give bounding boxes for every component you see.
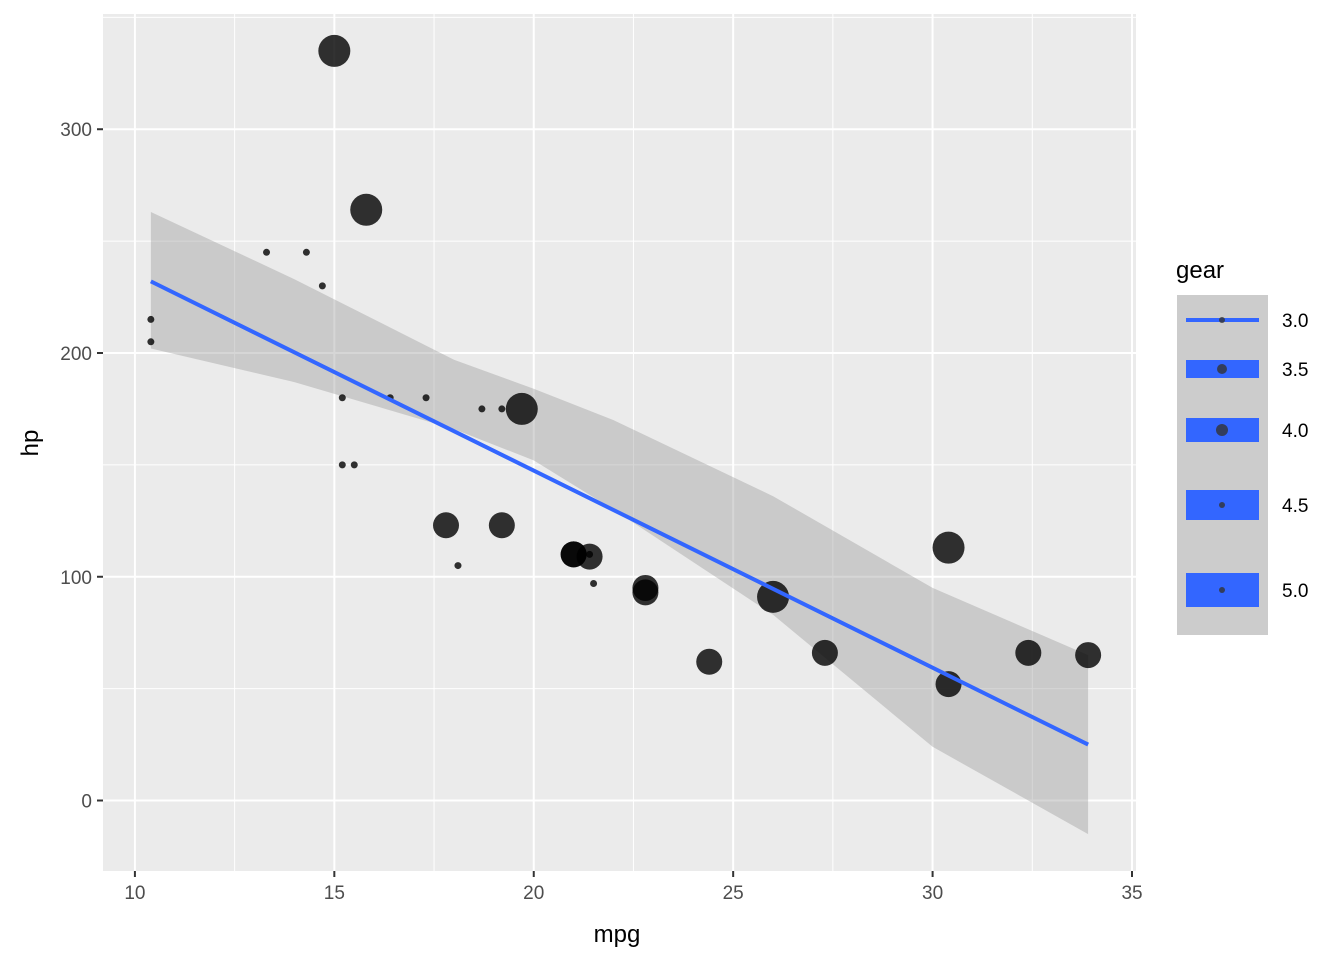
data-point (505, 392, 538, 425)
confidence-band-area (150, 212, 1089, 835)
data-point (632, 574, 659, 601)
data-point (1015, 639, 1042, 666)
x-tick-label: 25 (723, 883, 744, 904)
legend-label: 3.0 (1282, 311, 1308, 332)
legend-label: 4.5 (1282, 496, 1308, 517)
data-point (433, 512, 460, 539)
data-point (590, 579, 598, 587)
legend: gear 3.0 3.5 4.0 4.5 5.0 (1176, 257, 1308, 635)
data-point (696, 648, 723, 675)
legend-key-point (1217, 364, 1227, 374)
y-tick-label: 300 (60, 120, 92, 141)
legend-key-point (1219, 317, 1225, 323)
y-tick-label: 0 (81, 792, 92, 813)
grid-major (103, 14, 1136, 871)
regression-line (149, 279, 1090, 747)
plot-panel (103, 14, 1136, 871)
y-axis-ticks: 0 100 200 300 (60, 120, 103, 813)
x-tick-label: 30 (922, 883, 943, 904)
data-point (757, 580, 790, 613)
data-point (147, 338, 155, 346)
confidence-band (150, 212, 1089, 835)
data-point (147, 315, 155, 323)
legend-key-point (1219, 587, 1225, 593)
data-point (338, 394, 346, 402)
data-point (498, 405, 506, 413)
data-point (350, 461, 358, 469)
data-point (454, 562, 462, 570)
data-point (811, 639, 838, 666)
y-axis-title: hp (17, 430, 44, 457)
x-axis-ticks: 10 15 20 25 30 35 (124, 871, 1143, 904)
data-point (302, 248, 310, 256)
y-tick-label: 100 (60, 568, 92, 589)
legend-label: 4.0 (1282, 421, 1308, 442)
grid-minor (103, 14, 1136, 871)
data-point (478, 405, 486, 413)
data-point (422, 394, 430, 402)
x-tick-label: 35 (1121, 883, 1142, 904)
data-point (338, 461, 346, 469)
data-point (932, 531, 965, 564)
data-point (318, 282, 326, 290)
x-axis-title: mpg (594, 921, 641, 948)
x-tick-label: 15 (324, 883, 345, 904)
data-point (350, 193, 383, 226)
data-point (318, 34, 351, 67)
regression-line-path (149, 279, 1090, 747)
legend-label: 3.5 (1282, 360, 1308, 381)
data-points (147, 34, 1102, 698)
y-tick-label: 200 (60, 344, 92, 365)
legend-title: gear (1176, 257, 1224, 284)
x-tick-label: 20 (523, 883, 544, 904)
legend-key-point (1216, 424, 1228, 436)
data-point (586, 550, 594, 558)
x-tick-label: 10 (124, 883, 145, 904)
legend-label: 5.0 (1282, 581, 1308, 602)
legend-key-point (1219, 502, 1225, 508)
data-point (488, 512, 515, 539)
legend-keys: 3.0 3.5 4.0 4.5 5.0 (1186, 311, 1308, 607)
data-point (1075, 642, 1102, 669)
data-point (263, 248, 271, 256)
